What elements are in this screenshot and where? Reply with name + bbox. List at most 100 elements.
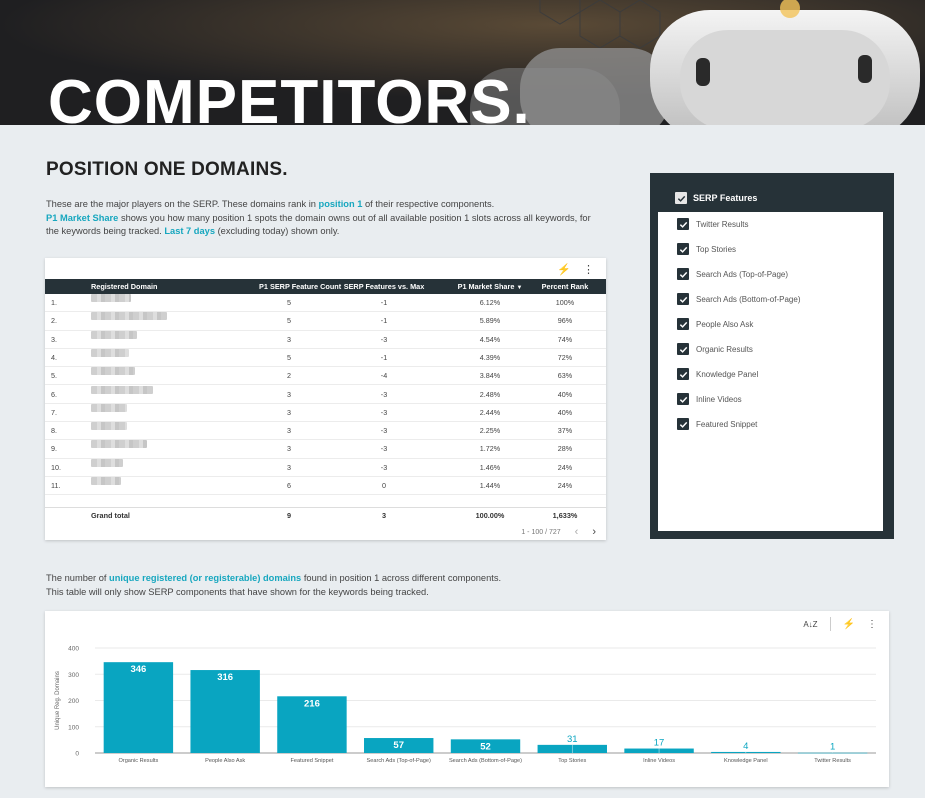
checkbox-checked-icon[interactable] [677, 393, 689, 405]
table-row[interactable]: 3. 3 -3 4.54% 74% [45, 330, 606, 349]
filter-option[interactable]: Search Ads (Bottom-of-Page) [677, 293, 801, 305]
more-options-icon[interactable]: ⋮ [867, 618, 877, 630]
filter-option-label: Featured Snippet [696, 419, 758, 429]
more-options-icon[interactable]: ⋮ [583, 264, 594, 276]
bar [797, 752, 868, 754]
row-feature-count: 3 [287, 389, 291, 399]
checkbox-checked-icon[interactable] [675, 192, 687, 204]
row-rank: 9. [51, 444, 57, 454]
bolt-icon[interactable]: ⚡ [842, 618, 855, 630]
column-header-market-share[interactable]: P1 Market Share ▼ [436, 279, 544, 296]
row-vs-max: -1 [380, 316, 388, 326]
table-row[interactable]: 1. 5 -1 6.12% 100% [45, 294, 606, 313]
chart-description: The number of unique registered (or regi… [46, 572, 646, 599]
row-market-share: 2.48% [479, 389, 501, 399]
row-market-share: 5.89% [479, 316, 501, 326]
page-title: COMPETITORS. [48, 68, 531, 126]
filter-option[interactable]: Knowledge Panel [677, 368, 758, 380]
filter-option[interactable]: Search Ads (Top-of-Page) [677, 268, 788, 280]
row-market-share: 1.72% [479, 444, 501, 454]
filter-option[interactable]: Twitter Results [677, 218, 748, 230]
table-row[interactable]: 2. 5 -1 5.89% 96% [45, 312, 606, 331]
filter-option[interactable]: Inline Videos [677, 393, 742, 405]
checkbox-checked-icon[interactable] [677, 343, 689, 355]
filter-option[interactable]: People Also Ask [677, 318, 753, 330]
x-tick-label: People Also Ask [205, 758, 245, 764]
row-percent-rank: 100% [555, 298, 575, 307]
filter-option[interactable]: Featured Snippet [677, 418, 757, 430]
column-header-vs-max[interactable]: SERP Features vs. Max [343, 282, 425, 291]
y-tick-label: 200 [68, 698, 79, 705]
table-row[interactable]: 10. 3 -3 1.46% 24% [45, 458, 606, 477]
data-label: 17 [654, 738, 665, 749]
checkbox-checked-icon[interactable] [677, 243, 689, 255]
intro-text: shows you how many position 1 spots the … [46, 212, 591, 237]
checkbox-checked-icon[interactable] [677, 368, 689, 380]
row-vs-max: -3 [380, 389, 388, 399]
filter-option[interactable]: Organic Results [677, 343, 753, 355]
data-label: 346 [130, 664, 146, 675]
row-percent-rank: 37% [557, 426, 573, 436]
table-row[interactable]: 8. 3 -3 2.25% 37% [45, 422, 606, 441]
row-percent-rank: 28% [557, 444, 573, 454]
bolt-icon[interactable]: ⚡ [557, 264, 571, 276]
table-grand-total-row: Grand total 9 3 100.00% 1,633% [45, 507, 606, 522]
row-percent-rank: 24% [557, 481, 573, 490]
row-vs-max: 0 [382, 481, 386, 490]
data-label: 57 [393, 740, 404, 751]
intro-text: The number of [46, 573, 110, 583]
row-vs-max: -3 [380, 426, 388, 436]
row-market-share: 2.44% [479, 407, 501, 417]
column-header-domain[interactable]: Registered Domain [91, 282, 158, 291]
table-row[interactable]: 7. 3 -3 2.44% 40% [45, 403, 606, 423]
row-market-share: 4.39% [479, 352, 501, 362]
row-rank: 4. [51, 352, 57, 362]
table-row[interactable]: 6. 3 -3 2.48% 40% [45, 385, 606, 404]
row-rank: 8. [51, 426, 57, 436]
y-axis-label: Unique Reg. Domains [55, 671, 61, 730]
row-market-share: 3.84% [479, 371, 501, 381]
column-header-percent-rank[interactable]: Percent Rank [541, 282, 589, 291]
table-row[interactable]: 11. 6 0 1.44% 24% [45, 477, 606, 496]
row-market-share: 2.25% [479, 426, 501, 436]
table-row[interactable]: 9. 3 -3 1.72% 28% [45, 440, 606, 459]
filter-option[interactable]: Top Stories [677, 243, 736, 255]
row-percent-rank: 74% [557, 334, 573, 344]
checkbox-checked-icon[interactable] [677, 293, 689, 305]
checkbox-checked-icon[interactable] [677, 418, 689, 430]
sort-az-icon[interactable]: A↓Z [803, 619, 818, 629]
row-feature-count: 3 [287, 334, 291, 344]
filter-option-label: Organic Results [696, 344, 753, 354]
section-description: These are the major players on the SERP.… [46, 198, 606, 239]
row-vs-max: -1 [380, 298, 388, 307]
x-tick-label: Twitter Results [814, 758, 851, 764]
grand-total-vs-max: 3 [381, 511, 387, 520]
column-header-count[interactable]: P1 SERP Feature Count [259, 282, 342, 291]
filter-select-all[interactable]: SERP Features [675, 192, 757, 204]
data-label: 31 [567, 734, 578, 745]
redacted-domain-name [91, 458, 123, 467]
data-label: 52 [480, 741, 491, 752]
row-feature-count: 3 [287, 407, 291, 417]
checkbox-checked-icon[interactable] [677, 318, 689, 330]
chevron-left-icon[interactable]: ‹ [574, 526, 579, 538]
checkbox-checked-icon[interactable] [677, 218, 689, 230]
intro-text: These are the major players on the SERP.… [46, 199, 319, 209]
table-toolbar: ⚡ ⋮ [557, 263, 594, 276]
y-tick-label: 0 [75, 751, 79, 758]
row-feature-count: 5 [287, 298, 291, 307]
y-tick-label: 100 [68, 724, 79, 731]
filter-option-label: Twitter Results [696, 219, 749, 229]
row-vs-max: -3 [380, 444, 388, 454]
x-tick-label: Organic Results [118, 758, 158, 764]
checkbox-checked-icon[interactable] [677, 268, 689, 280]
chevron-right-icon[interactable]: › [592, 526, 596, 538]
row-feature-count: 3 [287, 426, 291, 436]
intro-highlight: unique registered (or registerable) doma… [109, 573, 302, 583]
row-percent-rank: 40% [557, 407, 573, 417]
row-rank: 2. [51, 316, 57, 326]
filter-title: SERP Features [693, 193, 758, 203]
table-row[interactable]: 4. 5 -1 4.39% 72% [45, 348, 606, 368]
table-row[interactable]: 5. 2 -4 3.84% 63% [45, 367, 606, 386]
x-tick-label: Search Ads (Top-of-Page) [367, 758, 431, 764]
